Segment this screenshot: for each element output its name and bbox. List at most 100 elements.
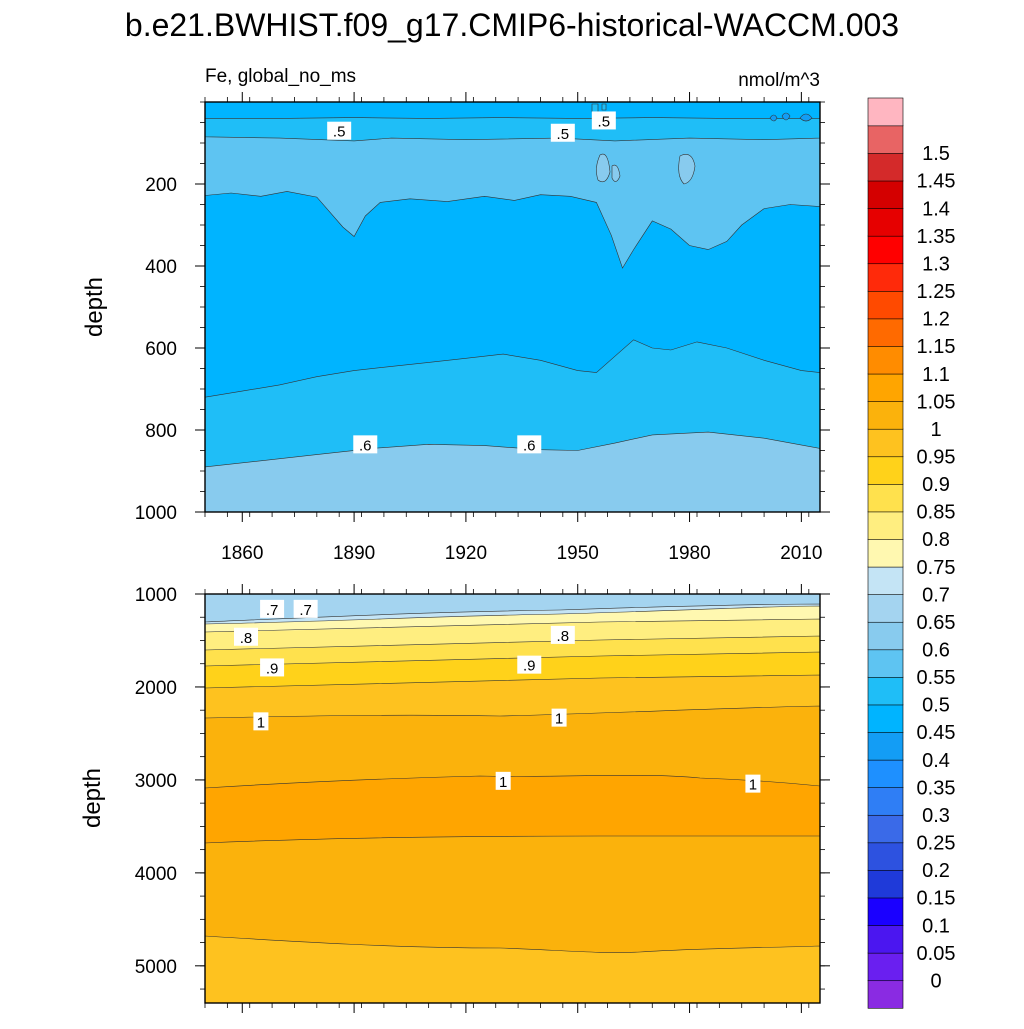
contour-label: 1 <box>257 714 265 731</box>
colorbar-level-label: 0.1 <box>922 915 950 937</box>
contour-label-box <box>327 121 352 140</box>
colorbar-level-label: 0.75 <box>917 557 956 579</box>
x-tick-label: 1980 <box>668 543 710 564</box>
colorbar-box <box>867 924 904 954</box>
colorbar-box <box>867 787 904 816</box>
contour-label-box <box>591 111 616 130</box>
colorbar-box <box>867 814 904 844</box>
contour-label-box <box>260 599 285 618</box>
contour-label-box <box>353 435 378 454</box>
x-tick-label: 1950 <box>557 543 599 564</box>
colorbar-box <box>867 401 904 430</box>
chart-title: b.e21.BWHIST.f09_g17.CMIP6-historical-WA… <box>125 7 899 43</box>
contour-label: .7 <box>266 602 279 619</box>
lower-panel: 1000 2000 3000 4000 5000 .7 .7 .8 .8 .9 .9 1 1 1 1 de… <box>79 584 830 1013</box>
contour-label: .9 <box>523 658 536 675</box>
colorbar-level-label: 0.65 <box>917 612 956 634</box>
colorbar-box <box>867 566 904 595</box>
contour-label-box <box>550 625 575 644</box>
colorbar-level-label: 1.45 <box>917 171 956 193</box>
upper-panel: 1860 1890 1920 1950 1980 2010 200 400 600 800 1000… <box>81 92 830 564</box>
lower-y-axis-label: depth <box>79 768 106 828</box>
colorbar-box <box>867 731 904 761</box>
units-label: nmol/m^3 <box>738 70 820 91</box>
colorbar-level-label: 1.1 <box>922 364 950 386</box>
upper-ticks <box>195 92 830 522</box>
x-tick-label: 1920 <box>445 543 487 564</box>
lower-tick-labels: 1000 2000 3000 4000 5000 <box>135 585 177 978</box>
contour-label: .8 <box>557 628 570 645</box>
contour-label-box <box>260 658 285 677</box>
colorbar-level-label: 0.25 <box>917 833 956 855</box>
colorbar-box <box>867 180 904 209</box>
upper-band-2 <box>205 102 820 269</box>
colorbar-box <box>867 318 904 347</box>
colorbar-box <box>867 621 904 651</box>
colorbar-box <box>867 952 904 982</box>
contour-label: .9 <box>266 660 279 677</box>
colorbar-level-label: 0.45 <box>917 722 956 744</box>
colorbar-level-label: 0.2 <box>922 860 950 882</box>
contour-label: .7 <box>299 602 312 619</box>
x-tick-label: 2010 <box>780 543 822 564</box>
colorbar-level-label: 1.05 <box>917 391 956 413</box>
colorbar-box <box>867 759 904 789</box>
lower-band-10 <box>205 935 820 1003</box>
colorbar-box <box>867 538 904 568</box>
y-tick-label: 1000 <box>135 503 177 524</box>
lower-plot-frame <box>204 593 821 1004</box>
upper-blob-5 <box>591 103 607 113</box>
lower-ticks <box>195 584 830 1013</box>
colorbar-level-label: 0.8 <box>922 529 950 551</box>
colorbar-box <box>867 511 904 540</box>
colorbar-level-label: 1.3 <box>922 254 950 276</box>
y-tick-label: 3000 <box>135 771 177 792</box>
colorbar-box <box>867 980 904 1009</box>
colorbar-level-label: 1.25 <box>917 281 956 303</box>
contour-label: .5 <box>557 126 570 143</box>
colorbar-box <box>867 125 904 154</box>
colorbar-box <box>867 428 904 458</box>
contour-label-box <box>745 774 761 793</box>
upper-y-axis-label: depth <box>81 277 108 337</box>
y-tick-label: 2000 <box>135 678 177 699</box>
upper-contour-fill <box>205 102 820 512</box>
colorbar-box <box>867 704 904 733</box>
colorbar-box <box>867 235 904 265</box>
colorbar-level-label: 0.05 <box>917 943 956 965</box>
colorbar-box <box>867 345 904 375</box>
colorbar-level-label: 0.7 <box>922 584 950 606</box>
contour-label: 1 <box>499 774 507 791</box>
colorbar <box>867 97 904 1009</box>
contour-label-box <box>551 708 567 727</box>
colorbar-level-label: 0.9 <box>922 474 950 496</box>
colorbar-box <box>867 676 904 706</box>
colorbar-level-label: 0.3 <box>922 805 950 827</box>
contour-label: 1 <box>749 777 757 794</box>
colorbar-level-label: 1.15 <box>917 336 956 358</box>
contour-label-box <box>293 599 318 618</box>
colorbar-level-label: 0.85 <box>917 502 956 524</box>
colorbar-labels: 0 0.05 0.1 0.15 0.2 0.25 0.3 0.35 0.4 0.45 0.5 0.55… <box>917 143 956 992</box>
colorbar-level-label: 0.55 <box>917 667 956 689</box>
colorbar-box <box>867 483 904 513</box>
colorbar-level-label: 0 <box>930 970 941 992</box>
colorbar-level-label: 1.5 <box>922 143 950 165</box>
upper-contour-labels: .5 .5 .5 .6 .6 <box>327 111 616 454</box>
contour-label-box <box>517 655 542 674</box>
contour-label: .8 <box>240 630 253 647</box>
colorbar-box <box>867 842 904 871</box>
colorbar-box <box>867 373 904 402</box>
lower-contour-fill <box>205 594 820 1003</box>
colorbar-box <box>867 869 904 899</box>
contour-label: .5 <box>333 124 346 141</box>
y-tick-label: 4000 <box>135 864 177 885</box>
upper-blob-1 <box>596 153 611 183</box>
contour-label-box <box>253 712 269 731</box>
colorbar-box <box>867 97 904 127</box>
colorbar-box <box>867 456 904 485</box>
colorbar-box <box>867 263 904 292</box>
colorbar-box <box>867 290 904 320</box>
